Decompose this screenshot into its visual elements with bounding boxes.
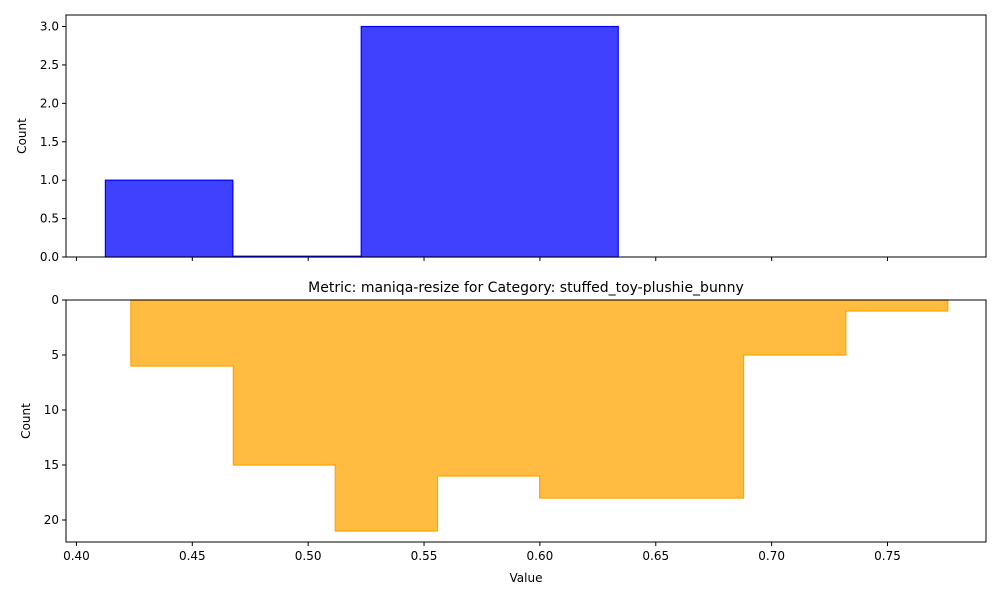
bottom-y-ticks: 0 5 10 15 20	[44, 293, 66, 527]
bottom-x-tick-label: 0.70	[758, 549, 785, 563]
top-y-ticks: 0.0 0.5 1.0 1.5 2.0 2.5 3.0	[40, 20, 66, 264]
bottom-y-tick-label: 10	[44, 403, 59, 417]
top-y-tick-label: 1.5	[40, 135, 59, 149]
bottom-x-ticks: 0.40 0.45 0.50 0.55 0.60 0.65 0.70 0.75	[63, 542, 901, 563]
top-y-tick-label: 1.0	[40, 173, 59, 187]
top-histogram: 0.0 0.5 1.0 1.5 2.0 2.5 3.0 Count	[15, 14, 987, 264]
bottom-y-tick-label: 15	[44, 458, 59, 472]
top-y-tick-label: 2.0	[40, 96, 59, 110]
bottom-x-tick-label: 0.40	[63, 549, 90, 563]
bottom-area	[130, 299, 949, 532]
bottom-x-tick-label: 0.50	[295, 549, 322, 563]
top-y-tick-label: 3.0	[40, 20, 59, 34]
top-y-tick-label: 0.0	[40, 250, 59, 264]
bottom-y-axis-label: Count	[19, 403, 33, 439]
bottom-chart-title: Metric: maniqa-resize for Category: stuf…	[308, 280, 744, 296]
top-y-tick-label: 0.5	[40, 212, 59, 226]
bottom-x-tick-label: 0.60	[527, 549, 554, 563]
top-bar	[360, 25, 619, 258]
bottom-histogram: Metric: maniqa-resize for Category: stuf…	[19, 280, 987, 585]
top-axes-frame	[65, 14, 987, 258]
top-y-axis-label: Count	[15, 118, 29, 154]
bottom-axes-frame	[65, 299, 987, 543]
bottom-y-tick-label: 5	[51, 348, 59, 362]
bottom-x-axis-label: Value	[510, 571, 543, 585]
bottom-x-tick-label: 0.75	[874, 549, 901, 563]
bottom-x-tick-label: 0.55	[411, 549, 438, 563]
bottom-y-tick-label: 20	[44, 513, 59, 527]
top-y-tick-label: 2.5	[40, 58, 59, 72]
bottom-area-fill	[130, 299, 949, 532]
bottom-x-tick-label: 0.65	[642, 549, 669, 563]
top-x-ticks	[75, 257, 889, 261]
top-bars	[104, 25, 619, 258]
top-bar	[104, 179, 234, 258]
bottom-x-tick-label: 0.45	[179, 549, 206, 563]
bottom-y-tick-label: 0	[51, 293, 59, 307]
